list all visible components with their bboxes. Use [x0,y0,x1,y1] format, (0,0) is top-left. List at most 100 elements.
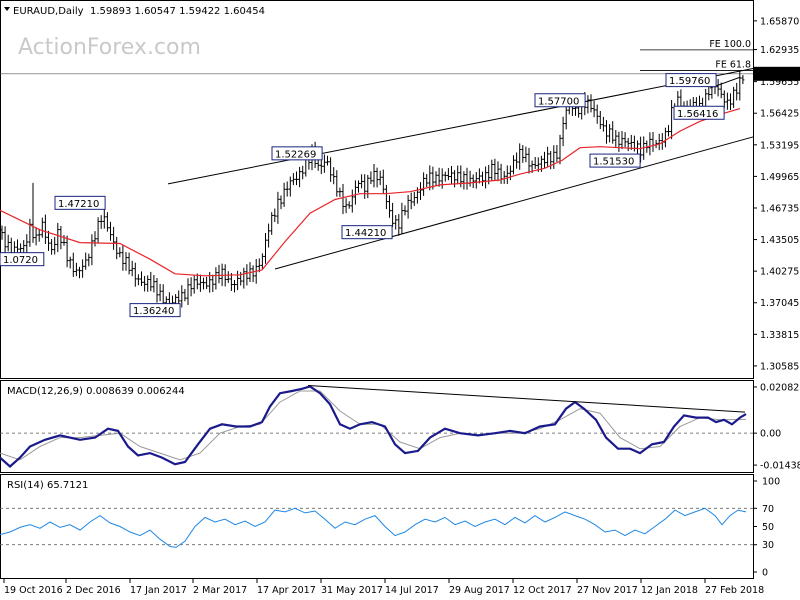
ohlc-bar [195,273,199,290]
ohlc-bar [707,86,711,101]
ohlc-bar [397,214,401,236]
ohlc-bar [136,274,140,286]
macd-tick-label: 0.00 [760,429,781,440]
ohlc-bar [149,271,153,292]
ohlc-bar [25,234,29,254]
trendline-lower-channel [274,136,754,270]
ohlc-bar [626,137,630,152]
ohlc-bar [357,180,360,193]
ohlc-bar [229,273,233,291]
annotation-box [0,252,45,267]
ohlc-bar [667,125,670,137]
ohlc-bar [595,104,599,124]
ohlc-bar [81,259,85,278]
price-tick-label: 1.49965 [760,172,799,183]
date-tick-label: 2 Mar 2017 [193,585,247,596]
fib-level-label: FE 61.8 [715,59,751,70]
ohlc-bar [344,198,348,214]
ohlc-bar [375,167,379,188]
symbol-label: EURAUD,Daily [13,6,84,17]
ohlc-bar [43,214,47,245]
ohlc-bar [521,145,525,163]
price-tick-label: 1.53195 [760,140,799,151]
price-tick-label: 1.33815 [760,330,799,341]
ohlc-bar [586,95,590,114]
ohlc-bar [264,233,267,264]
ohlc-bar [648,132,652,156]
ohlc-bar [217,264,221,284]
date-tick-label: 12 Jan 2018 [641,585,698,596]
ohlc-bar [741,75,745,85]
ohlc-values: 1.59893 1.60547 1.59422 1.60454 [90,6,265,17]
ohlc-bar [360,174,364,189]
moving-average-line [0,108,741,277]
ohlc-bar [490,159,494,181]
price-annotation: 1.47210 [54,195,106,210]
ohlc-bar [71,252,75,277]
ohlc-bar [722,90,726,108]
ohlc-bar [211,274,215,293]
price-annotation: 1.51530 [589,153,641,168]
ohlc-bar [74,262,78,277]
ohlc-bar [474,172,478,189]
price-annotation: 1.52269 [271,146,323,161]
ohlc-bar [180,285,184,308]
macd-line [0,385,747,468]
ohlc-bar [6,234,10,252]
date-tick-label: 19 Oct 2016 [4,585,63,596]
price-tick-label: 1.30585 [760,361,799,372]
ohlc-bar [186,278,190,305]
price-tick-label: 1.59655 [760,77,799,88]
annotation-text: 1.52269 [275,149,316,160]
price-tick-label: 1.65870 [760,16,799,27]
ohlc-bar [146,275,150,292]
watermark: ActionForex.com [18,35,201,60]
price-annotation: 1.0720 [0,252,45,267]
rsi-tick-label: 70 [762,504,774,515]
ohlc-bar [295,171,298,186]
ohlc-bar [657,133,661,151]
ohlc-bar [369,171,373,185]
ohlc-bar [555,144,559,162]
ohlc-bar [719,82,723,99]
ohlc-bar [394,215,398,230]
ohlc-bar [335,170,339,197]
trendline-upper-channel [167,67,754,185]
rsi-series: 100 70 50 30 0 [0,477,780,579]
ohlc-bar [431,166,435,190]
ohlc-bar [319,160,323,175]
macd-tick-label: -0.014386 [760,461,800,472]
ohlc-bar [381,169,385,194]
ohlc-bar [518,143,522,170]
ohlc-bar [434,171,438,187]
ohlc-bar [133,262,137,287]
collapse-triangle-icon[interactable] [4,7,10,11]
price-tick-label: 1.37045 [760,298,799,309]
ohlc-bar [84,252,88,270]
ohlc-bar [623,132,627,148]
price-annotation: 1.44210 [341,225,393,240]
ohlc-bar [233,279,236,293]
ohlc-bar [412,191,416,206]
ohlc-bar [589,94,593,113]
ohlc-bar [124,252,128,271]
ohlc-bar [403,205,407,216]
ohlc-bar [729,93,732,111]
ohlc-bar [115,236,119,260]
ohlc-bar [508,165,512,181]
fib-level-label: FE 100.0 [709,39,751,50]
annotation-text: 1.47210 [58,199,99,210]
ohlc-bar [598,110,602,130]
ohlc-bar [614,129,618,148]
ohlc-bar [236,270,240,291]
ohlc-bar [471,174,475,188]
annotation-box [271,146,323,161]
price-tick-label: 1.43505 [760,235,799,246]
ohlc-bar [732,86,736,108]
ohlc-bar [65,235,69,268]
annotation-box [129,303,181,318]
current-price-box [754,66,800,81]
macd-signal-line [0,390,747,461]
ohlc-bar [663,127,667,148]
